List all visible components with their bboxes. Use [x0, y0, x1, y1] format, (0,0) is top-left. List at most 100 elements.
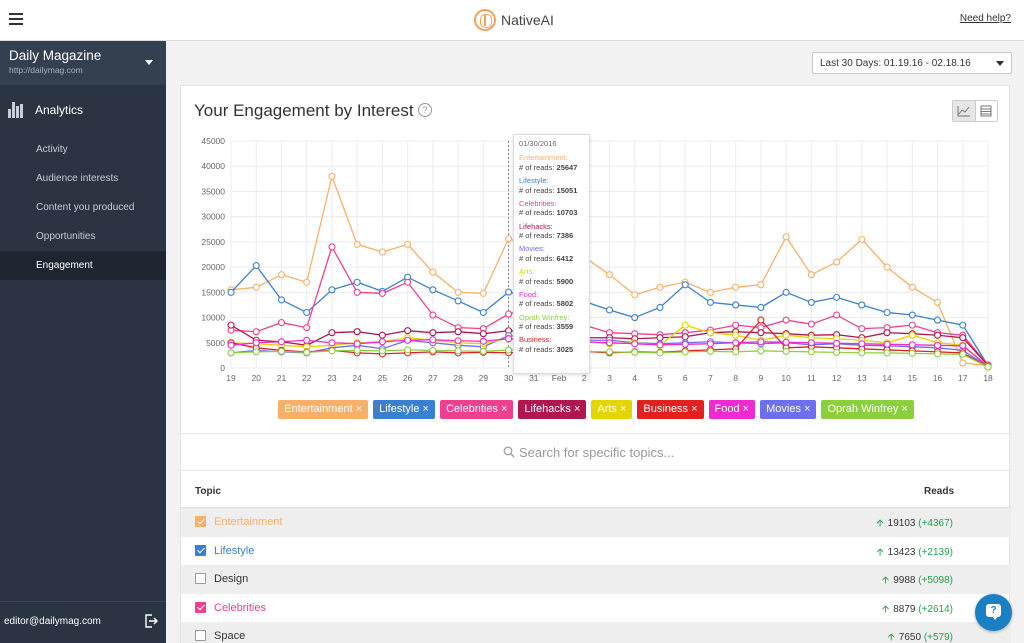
tooltip-series-name: Business: — [519, 335, 552, 345]
x-tick-label: 25 — [378, 373, 388, 383]
series-chip[interactable]: Business × — [637, 400, 704, 419]
row-checkbox[interactable] — [195, 516, 206, 527]
tooltip-reads: # of reads: 25647 — [519, 163, 577, 172]
series-chip[interactable]: Movies × — [760, 400, 817, 419]
y-tick-label: 0 — [220, 363, 225, 373]
hamburger-menu-icon[interactable] — [9, 13, 23, 25]
data-point — [353, 288, 361, 296]
x-tick-label: 20 — [251, 373, 261, 383]
data-point — [732, 301, 740, 309]
data-point — [908, 341, 916, 349]
table-row[interactable]: Entertainment 🡩 19103 (+4367) — [181, 508, 1011, 537]
sidebar-item-content-produced[interactable]: Content you produced — [36, 202, 135, 213]
series-chip[interactable]: Arts × — [591, 400, 633, 419]
data-point — [959, 342, 967, 350]
data-point — [429, 268, 437, 276]
y-tick-label: 25000 — [201, 237, 225, 247]
data-point — [454, 347, 462, 355]
table-row[interactable]: Lifestyle 🡩 13423 (+2139) — [181, 537, 1011, 566]
tooltip-reads: # of reads: 10703 — [519, 208, 577, 217]
data-point — [833, 339, 841, 347]
data-point — [833, 293, 841, 301]
row-checkbox[interactable] — [195, 601, 206, 613]
logout-icon[interactable] — [144, 614, 158, 628]
data-point — [404, 327, 412, 335]
row-checkbox[interactable] — [195, 573, 206, 584]
data-point — [252, 348, 260, 356]
series-chip[interactable]: Lifehacks × — [518, 400, 587, 419]
data-point — [605, 339, 614, 347]
site-selector[interactable]: Daily Magazine http://dailymag.com — [0, 41, 166, 85]
series-chip[interactable]: Oprah Winfrey × — [821, 400, 914, 419]
table-row[interactable]: Celebrities 🡩 8879 (+2614) — [181, 594, 1011, 623]
topic-search-input[interactable] — [519, 444, 689, 460]
need-help-link[interactable]: Need help? — [959, 13, 1011, 24]
chat-support-button[interactable]: ? — [975, 594, 1012, 631]
tooltip-reads-label: # of reads: — [519, 322, 555, 331]
data-point — [858, 235, 866, 243]
sidebar-item-opportunities[interactable]: Opportunities — [36, 231, 96, 242]
series-chip[interactable]: Entertainment × — [278, 400, 369, 419]
sidebar-item-activity[interactable]: Activity — [36, 144, 68, 155]
data-point — [378, 289, 386, 297]
data-point — [858, 340, 866, 348]
data-point — [505, 335, 513, 343]
reads-column-header[interactable]: Reads — [924, 486, 955, 497]
data-point — [757, 329, 765, 337]
chat-question-icon: ? — [986, 604, 1001, 620]
data-point — [883, 329, 891, 337]
data-point — [732, 339, 740, 347]
search-icon — [503, 446, 515, 458]
table-view-button[interactable] — [974, 101, 998, 121]
tooltip-series-name: Food: — [519, 289, 539, 299]
user-email: editor@dailymag.com — [4, 616, 101, 627]
data-point — [656, 349, 664, 357]
x-tick-label: 4 — [632, 373, 637, 383]
row-checkbox[interactable] — [195, 544, 206, 556]
x-tick-label: 18 — [983, 373, 993, 383]
table-row[interactable]: Space 🡩 7650 (+579) — [181, 622, 1011, 643]
tooltip-series-name: Oprah Winfrey: — [519, 312, 570, 322]
tooltip-entry: Lifestyle: # of reads: 15051 — [519, 176, 584, 195]
tooltip-reads-value: 25647 — [556, 162, 578, 172]
tooltip-series-name: Entertainment: — [519, 153, 568, 163]
data-point — [404, 336, 412, 344]
data-point — [732, 348, 740, 356]
data-point — [908, 311, 916, 319]
data-point — [908, 321, 916, 329]
tooltip-series-name: Celebrities: — [519, 198, 557, 208]
data-point — [656, 303, 664, 312]
data-point — [933, 350, 942, 358]
tooltip-reads-label: # of reads: — [519, 185, 555, 195]
trend-up-icon: 🡩 — [876, 518, 884, 529]
data-point — [706, 347, 714, 355]
data-point — [303, 308, 311, 317]
series-chip[interactable]: Celebrities × — [439, 400, 514, 419]
x-tick-label: 7 — [708, 373, 713, 383]
tooltip-entry: Entertainment: # of reads: 25647 — [519, 153, 584, 172]
nav-section-analytics[interactable]: Analytics — [0, 85, 166, 135]
data-point — [656, 341, 664, 349]
table-row[interactable]: Design 🡩 9988 (+5098) — [181, 565, 1011, 594]
sidebar-item-engagement[interactable]: Engagement — [0, 251, 166, 280]
series-chip[interactable]: Lifestyle × — [373, 400, 435, 419]
data-point — [883, 263, 891, 271]
topic-column-header[interactable]: Topic — [195, 486, 221, 497]
series-chip[interactable]: Food × — [708, 400, 756, 419]
date-range-select[interactable]: Last 30 Days: 01.19.16 - 02.18.16 — [812, 52, 1012, 74]
help-icon[interactable]: ? — [418, 103, 432, 117]
line-chart-view-button[interactable] — [953, 101, 975, 121]
data-point — [681, 348, 689, 356]
tooltip-reads: # of reads: 3025 — [519, 345, 573, 354]
sidebar-item-audience-interests[interactable]: Audience interests — [36, 173, 119, 184]
x-tick-label: 12 — [832, 373, 842, 383]
data-point — [353, 278, 361, 286]
data-point — [959, 334, 967, 342]
data-point — [807, 298, 815, 306]
data-point — [505, 288, 513, 296]
tooltip-entry: Movies: # of reads: 6412 — [519, 244, 584, 263]
row-reads: 🡩 13423 (+2139) — [876, 545, 953, 562]
data-point — [631, 291, 639, 299]
tooltip-date: 01/30/2016 — [519, 139, 557, 148]
row-checkbox[interactable] — [195, 630, 206, 641]
